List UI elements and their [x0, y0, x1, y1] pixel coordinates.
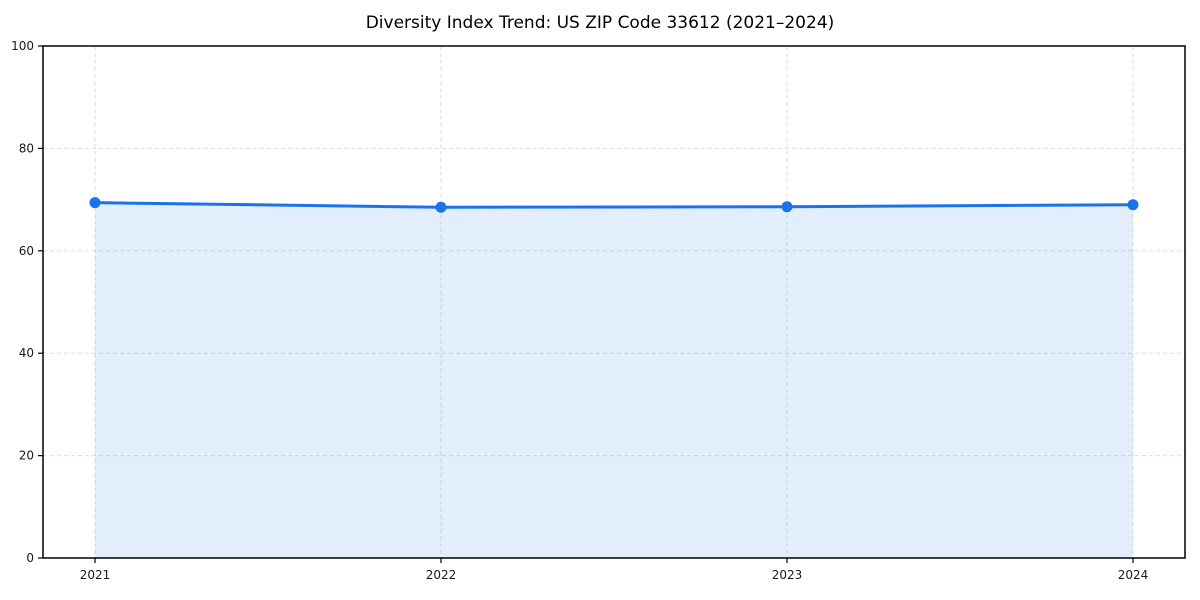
series-diversity-index — [89, 197, 1139, 558]
y-tick-label: 100 — [11, 39, 34, 53]
trend-line — [93, 201, 1135, 209]
x-tick-label: 2021 — [80, 568, 111, 582]
y-tick-label: 60 — [19, 244, 34, 258]
data-point — [781, 201, 793, 213]
y-tick-label: 20 — [19, 449, 34, 463]
y-tick-label: 80 — [19, 141, 34, 155]
y-tick-label: 0 — [26, 551, 34, 565]
plot-border — [42, 45, 1186, 559]
area-fill — [95, 202, 1133, 558]
data-point — [89, 197, 101, 209]
data-point — [435, 201, 447, 213]
x-tick-label: 2023 — [772, 568, 803, 582]
x-tick-label: 2022 — [426, 568, 457, 582]
x-tick-label: 2024 — [1118, 568, 1149, 582]
x-axis: 2021 2022 2023 2024 — [80, 558, 1149, 582]
chart-title: Diversity Index Trend: US ZIP Code 33612… — [365, 13, 835, 33]
data-point — [1127, 199, 1139, 211]
y-axis: 0 20 40 60 80 100 — [11, 39, 43, 565]
y-tick-label: 40 — [19, 346, 34, 360]
